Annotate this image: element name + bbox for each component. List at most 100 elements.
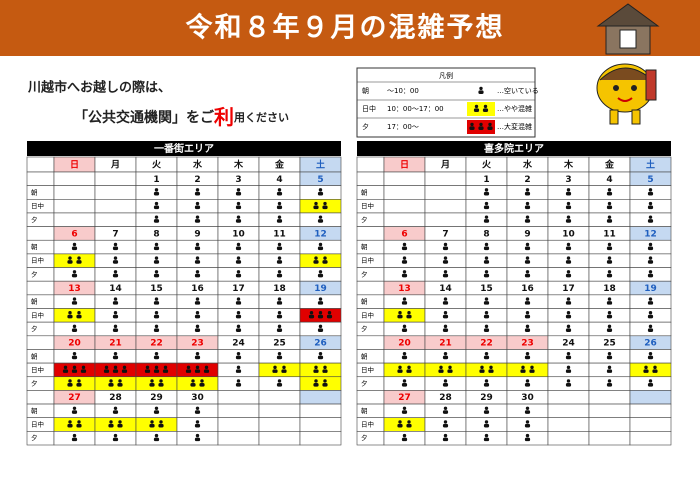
person-head	[323, 379, 327, 383]
cell-bg	[424, 185, 467, 200]
row-label: 夕	[361, 269, 368, 278]
person-head	[443, 433, 448, 438]
person-body	[524, 355, 531, 360]
person-body	[112, 437, 119, 442]
congestion-cell	[383, 362, 426, 378]
person-body	[185, 369, 192, 373]
cell-bg	[547, 431, 590, 446]
person-body	[199, 382, 205, 387]
person-body	[76, 260, 82, 264]
person-body	[67, 423, 73, 428]
person-body	[276, 328, 283, 332]
person-body	[76, 314, 82, 319]
person-body	[235, 369, 242, 373]
person-head	[480, 365, 484, 370]
person-head	[109, 379, 113, 383]
person-body	[71, 246, 78, 251]
person-body	[313, 205, 319, 210]
person-head	[314, 201, 318, 206]
person-head	[195, 188, 200, 192]
person-body	[112, 369, 119, 373]
congestion-cell	[383, 308, 426, 323]
cell-bg	[383, 185, 426, 200]
person-head	[72, 365, 77, 370]
congestion-cell	[465, 294, 508, 309]
person-head	[154, 270, 159, 274]
title: 令和８年９月の混雑予想	[186, 12, 505, 44]
person-body	[71, 301, 78, 305]
congestion-cell	[629, 362, 672, 378]
legend-label: 日中	[362, 104, 376, 113]
congestion-cell	[135, 185, 178, 200]
person-head	[154, 311, 159, 315]
person-body	[322, 205, 328, 210]
label-cell	[356, 390, 385, 405]
person-body	[317, 219, 324, 223]
date: 19	[644, 284, 657, 294]
notice-line: 「公共交通機関」をご利用ください	[74, 105, 289, 129]
person-head	[489, 365, 493, 370]
person-head	[644, 365, 648, 370]
weekday: 日	[400, 160, 409, 171]
date: 16	[191, 284, 204, 294]
person-body	[565, 382, 572, 387]
congestion-cell	[547, 362, 590, 378]
row-label: 夕	[31, 433, 38, 442]
person-body	[483, 410, 490, 414]
row-label: 夕	[361, 215, 368, 224]
person-body	[276, 273, 283, 278]
congestion-cell	[53, 294, 96, 309]
person-body	[647, 246, 654, 251]
person-head	[484, 379, 489, 383]
person-head	[402, 242, 407, 247]
person-head	[443, 270, 448, 274]
person-head	[525, 242, 530, 247]
person-body	[276, 205, 283, 210]
person-head	[154, 215, 159, 219]
congestion-cell	[465, 267, 508, 282]
person-head	[113, 297, 118, 301]
person-head	[525, 270, 530, 274]
congestion-cell	[424, 267, 467, 282]
person-body	[478, 90, 484, 94]
cell-bg	[629, 403, 672, 418]
congestion-cell	[506, 321, 549, 337]
person-body	[647, 355, 654, 360]
congestion-cell	[299, 239, 342, 255]
person-head	[484, 256, 489, 260]
legend-label: 夕	[362, 122, 369, 131]
weekday: 金	[604, 159, 615, 171]
person-body	[112, 246, 119, 251]
cell-bg	[299, 362, 342, 378]
person-body	[322, 382, 328, 387]
person-head	[195, 201, 200, 206]
person-body	[276, 191, 283, 196]
date: 24	[232, 339, 245, 349]
person-body	[112, 355, 119, 360]
person-body	[442, 273, 449, 278]
person-body	[442, 328, 449, 332]
person-head	[77, 256, 81, 260]
person-body	[442, 355, 449, 360]
person-body	[317, 314, 324, 319]
row-label: 朝	[361, 352, 368, 360]
congestion-cell	[258, 239, 301, 255]
congestion-cell	[94, 362, 137, 378]
person-body	[153, 314, 160, 319]
congestion-cell	[176, 239, 219, 255]
congestion-cell	[258, 267, 301, 282]
date: 14	[439, 284, 452, 294]
area-header	[357, 141, 671, 156]
person-body	[524, 437, 531, 442]
person-head	[72, 270, 77, 274]
person-body	[479, 369, 485, 373]
person-body	[276, 314, 283, 319]
congestion-cell	[176, 376, 219, 391]
person-head	[479, 86, 483, 91]
date: 18	[603, 284, 616, 294]
congestion-cell	[258, 199, 301, 214]
date: 14	[109, 284, 122, 294]
cell-bg	[258, 417, 301, 432]
row	[383, 294, 672, 309]
row-label: 日中	[361, 365, 374, 374]
